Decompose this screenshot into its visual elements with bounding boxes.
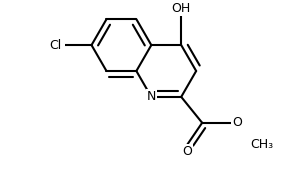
Text: O: O — [182, 145, 192, 158]
Text: Cl: Cl — [49, 39, 62, 52]
Text: N: N — [147, 90, 156, 103]
Text: O: O — [232, 116, 242, 129]
Text: OH: OH — [172, 2, 191, 15]
Text: CH₃: CH₃ — [250, 138, 273, 151]
